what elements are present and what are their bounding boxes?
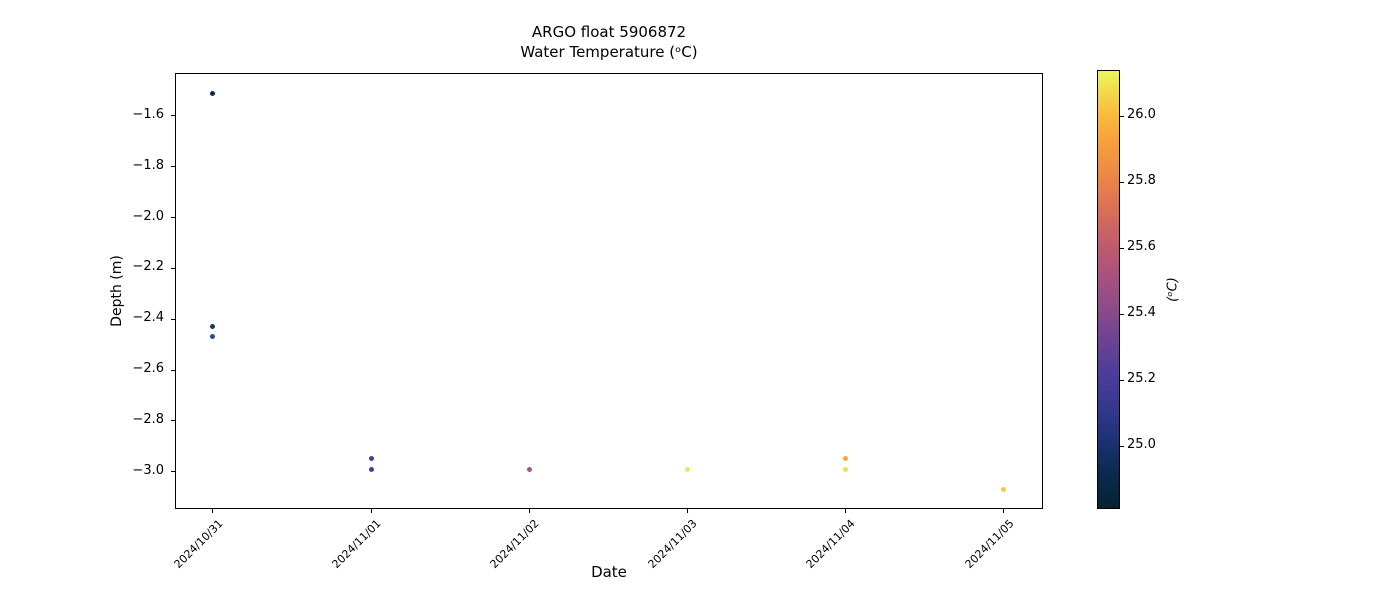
x-tick-mark [1003,509,1005,513]
y-tick-mark [171,369,175,371]
y-tick-label: −2.2 [132,259,164,275]
colorbar-tick-label: 25.0 [1127,437,1156,453]
y-tick-label: −1.8 [132,157,164,173]
colorbar-tick-label: 25.2 [1127,371,1156,387]
y-tick-label: −2.8 [132,411,164,427]
colorbar-tick-label: 25.4 [1127,305,1156,321]
data-point [1001,486,1007,492]
colorbar-tick-mark [1120,247,1124,249]
colorbar [1097,70,1120,509]
y-tick-mark [171,217,175,219]
y-tick-mark [171,166,175,168]
data-point [210,90,216,96]
x-axis-label: Date [591,563,627,581]
data-point [843,466,849,472]
y-tick-label: −1.6 [132,106,164,122]
y-tick-mark [171,471,175,473]
x-tick-mark [212,509,214,513]
plot-area [175,73,1043,509]
y-tick-mark [171,267,175,269]
data-point [210,324,216,330]
colorbar-tick-mark [1120,181,1124,183]
chart-title-line1: ARGO float 5906872 [531,23,687,41]
data-point [368,456,374,462]
colorbar-tick-label: 25.6 [1127,239,1156,255]
colorbar-tick-mark [1120,445,1124,447]
colorbar-tick-mark [1120,313,1124,315]
colorbar-tick-mark [1120,379,1124,381]
data-point [843,456,849,462]
y-tick-mark [171,318,175,320]
colorbar-tick-label: 25.8 [1127,173,1156,189]
x-tick-mark [687,509,689,513]
data-point [526,466,532,472]
chart-title-line2: Water Temperature (ᵒC) [520,43,698,61]
data-point [368,466,374,472]
x-tick-mark [370,509,372,513]
y-tick-label: −3.0 [132,462,164,478]
y-tick-mark [171,420,175,422]
y-tick-label: −2.0 [132,208,164,224]
colorbar-label: (ᵒC) [1165,277,1181,302]
colorbar-tick-label: 26.0 [1127,107,1156,123]
y-tick-label: −2.4 [132,310,164,326]
data-point [685,466,691,472]
data-point [210,334,216,340]
chart-title: ARGO float 5906872 Water Temperature (ᵒC… [175,22,1043,62]
x-tick-mark [528,509,530,513]
colorbar-tick-mark [1120,115,1124,117]
y-tick-label: −2.6 [132,361,164,377]
y-tick-mark [171,115,175,117]
x-tick-mark [845,509,847,513]
